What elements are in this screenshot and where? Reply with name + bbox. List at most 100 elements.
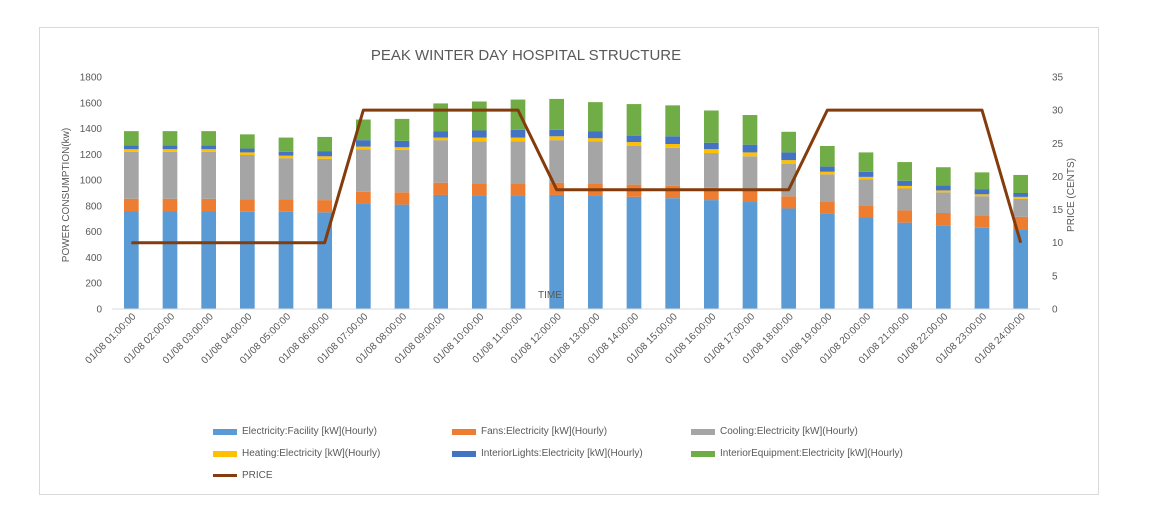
bar-segment-1-6	[355, 191, 371, 204]
bar-segment-1-2	[201, 198, 217, 212]
bar-segment-2-22	[974, 196, 990, 216]
legend-label-lights: InteriorLights:Electricity [kW](Hourly)	[481, 448, 643, 459]
bar-segment-3-13	[626, 142, 642, 146]
bar-segment-1-18	[819, 201, 835, 214]
y2-tick-label: 25	[1052, 139, 1064, 150]
y-tick-label: 1600	[80, 98, 103, 109]
legend-label-cooling: Cooling:Electricity [kW](Hourly)	[720, 426, 858, 437]
bar-segment-5-14	[665, 105, 681, 137]
price-line	[131, 108, 1023, 245]
bar-segment-3-7	[394, 147, 410, 150]
bar-segment-3-15	[703, 149, 719, 154]
line-layer	[131, 108, 1023, 245]
chart-svg: PEAK WINTER DAY HOSPITAL STRUCTURE POWER…	[61, 47, 1077, 366]
bar-segment-0-0	[123, 211, 139, 309]
bar-segment-4-9	[471, 130, 487, 138]
y-tick-label: 0	[96, 305, 102, 316]
bar-segment-4-1	[162, 145, 178, 150]
y-tick-label: 800	[85, 201, 102, 212]
bar-segment-2-4	[278, 158, 294, 200]
bar-segment-5-10	[510, 99, 526, 130]
bar-segment-1-0	[123, 198, 139, 212]
bar-segment-0-2	[201, 211, 217, 309]
bar-segment-4-15	[703, 142, 719, 150]
bar-segment-0-5	[317, 212, 333, 309]
bar-segment-2-19	[858, 179, 874, 206]
bar-segment-2-23	[1013, 198, 1029, 217]
bar-segment-0-8	[433, 194, 449, 309]
bar-segment-1-19	[858, 205, 874, 218]
y2-axis-title: PRICE (CENTS)	[1066, 158, 1077, 232]
legend-label-price: PRICE	[242, 470, 273, 481]
bar-segment-1-17	[781, 196, 797, 209]
bar-segment-2-3	[239, 154, 255, 200]
bar-segment-3-9	[471, 137, 487, 142]
chart-frame: PEAK WINTER DAY HOSPITAL STRUCTURE POWER…	[39, 27, 1099, 495]
y-tick-label: 1400	[80, 124, 103, 135]
bar-segment-4-23	[1013, 193, 1029, 197]
bar-segment-3-12	[587, 138, 603, 142]
bar-segment-4-10	[510, 129, 526, 138]
bar-segment-3-17	[781, 160, 797, 164]
bar-segment-4-20	[897, 180, 913, 186]
bar-segment-5-5	[317, 136, 333, 152]
bar-segment-5-1	[162, 131, 178, 146]
legend-swatch-lights	[452, 450, 476, 457]
bar-segment-0-9	[471, 195, 487, 309]
y-tick-label: 1200	[80, 150, 103, 161]
legend-label-fans: Fans:Electricity [kW](Hourly)	[481, 426, 608, 437]
bar-segment-0-13	[626, 196, 642, 309]
bar-segment-0-20	[897, 222, 913, 309]
legend-item-cooling: Cooling:Electricity [kW](Hourly)	[691, 426, 858, 437]
bar-segment-2-20	[897, 188, 913, 211]
y2-tick-label: 15	[1052, 205, 1064, 216]
bar-segment-5-9	[471, 101, 487, 131]
bar-segment-3-1	[162, 149, 178, 152]
bar-segment-1-5	[317, 200, 333, 213]
bar-segment-2-14	[665, 147, 681, 186]
bar-segment-5-11	[549, 98, 565, 130]
bar-segment-0-6	[355, 203, 371, 309]
bar-segment-2-11	[549, 140, 565, 183]
bar-segment-0-14	[665, 198, 681, 309]
bar-segment-1-10	[510, 183, 526, 196]
bar-segment-0-1	[162, 211, 178, 309]
bar-segment-4-2	[201, 145, 217, 150]
bars-layer	[123, 98, 1029, 309]
bar-segment-0-4	[278, 211, 294, 309]
bar-segment-5-17	[781, 131, 797, 153]
bar-segment-3-11	[549, 136, 565, 141]
legend-item-equipment: InteriorEquipment:Electricity [kW](Hourl…	[691, 448, 903, 459]
bar-segment-3-10	[510, 137, 526, 142]
bar-segment-5-15	[703, 110, 719, 143]
bar-segment-2-21	[935, 192, 951, 213]
bar-segment-2-15	[703, 153, 719, 188]
bar-segment-5-19	[858, 152, 874, 172]
bar-segment-0-3	[239, 211, 255, 309]
bar-segment-5-4	[278, 137, 294, 152]
bar-segment-5-2	[201, 131, 217, 146]
bar-segment-1-22	[974, 215, 990, 228]
bar-segment-4-4	[278, 151, 294, 156]
bar-segment-4-17	[781, 152, 797, 161]
bar-segment-0-22	[974, 227, 990, 309]
bar-segment-0-18	[819, 213, 835, 309]
bar-segment-2-7	[394, 149, 410, 193]
bar-segment-0-10	[510, 195, 526, 309]
bar-segment-1-3	[239, 199, 255, 212]
legend-swatch-cooling	[691, 428, 715, 435]
bar-segment-4-6	[355, 140, 371, 147]
bar-segment-3-21	[935, 190, 951, 193]
chart-title: PEAK WINTER DAY HOSPITAL STRUCTURE	[371, 47, 681, 64]
bar-segment-1-21	[935, 212, 951, 226]
bar-segment-4-18	[819, 166, 835, 172]
bar-segment-2-9	[471, 141, 487, 184]
bar-segment-1-8	[433, 182, 449, 195]
bar-segment-3-20	[897, 185, 913, 189]
legend-label-equipment: InteriorEquipment:Electricity [kW](Hourl…	[720, 448, 903, 459]
bar-segment-4-0	[123, 145, 139, 150]
bar-segment-5-12	[587, 102, 603, 132]
bar-segment-0-21	[935, 225, 951, 309]
bar-segment-0-17	[781, 208, 797, 309]
bar-segment-2-13	[626, 145, 642, 185]
